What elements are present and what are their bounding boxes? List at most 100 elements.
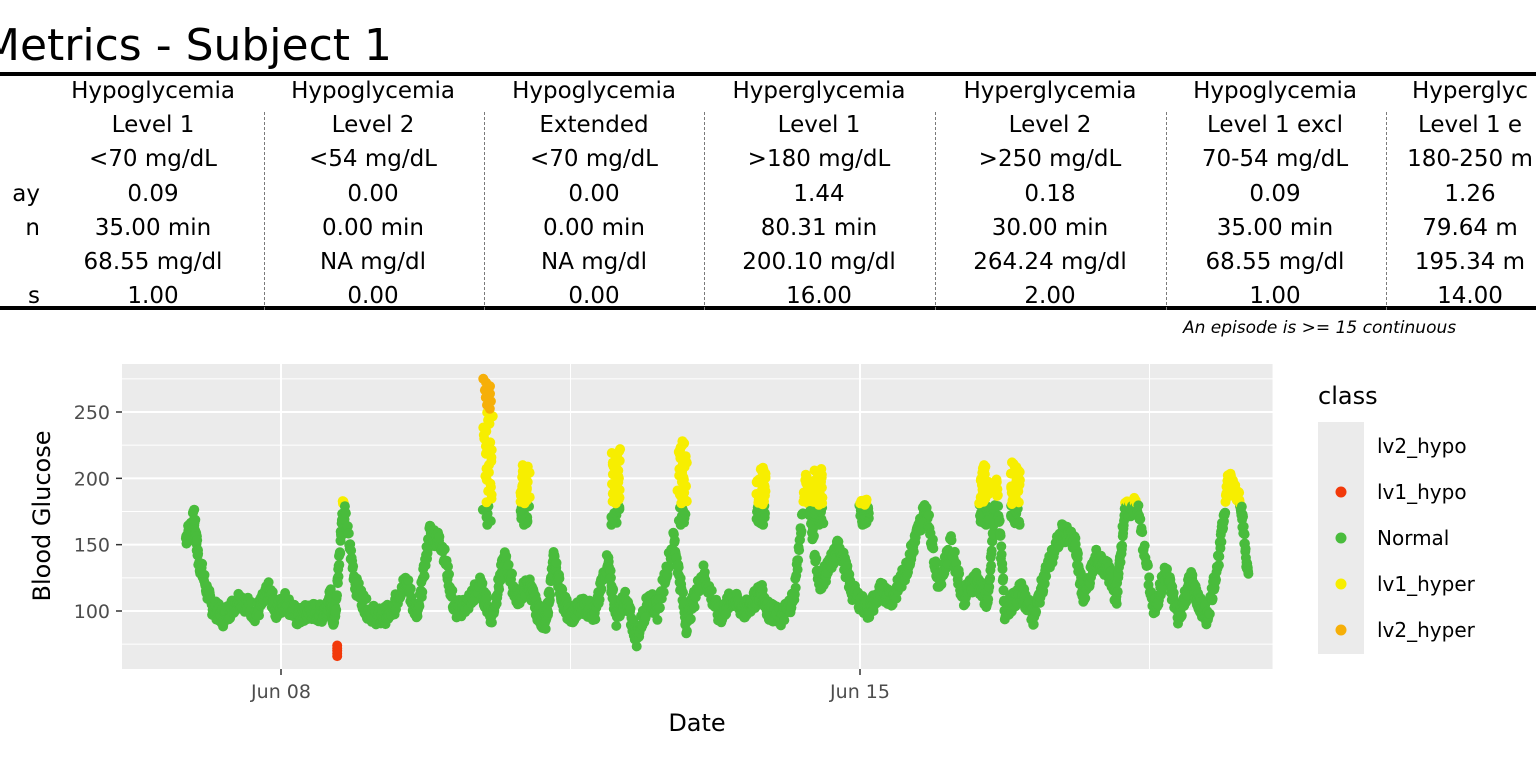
glucose-point	[403, 575, 414, 586]
column-divider	[484, 112, 485, 310]
glucose-point	[486, 617, 497, 628]
glucose-point	[343, 528, 354, 539]
glucose-point	[1144, 572, 1155, 583]
glucose-point	[1168, 587, 1179, 598]
glucose-point	[987, 536, 998, 547]
row-labels: ay n s	[0, 74, 40, 313]
glucose-point	[995, 530, 1006, 541]
table-cell: 16.00	[786, 283, 852, 310]
glucose-point	[1187, 570, 1198, 580]
glucose-point	[189, 504, 200, 515]
glucose-point	[796, 526, 807, 537]
table-bottom-rule	[0, 306, 1536, 310]
glucose-point	[654, 602, 665, 613]
glucose-point	[1216, 536, 1227, 547]
glucose-point	[1214, 551, 1225, 562]
table-cell: <54 mg/dL	[308, 146, 438, 173]
glucose-point	[994, 515, 1005, 526]
glucose-point	[1236, 501, 1247, 512]
glucose-point	[790, 582, 801, 593]
table-cell: 1.26	[1444, 180, 1496, 207]
glucose-point	[681, 626, 692, 636]
glucose-point	[984, 581, 995, 592]
glucose-point	[625, 603, 636, 614]
glucose-point	[346, 545, 357, 556]
glucose-point	[993, 501, 1004, 512]
glucose-point	[758, 462, 768, 473]
glucose-point	[946, 535, 957, 546]
table-cell: <70 mg/dL	[529, 146, 659, 173]
table-cell: 264.24 mg/dl	[973, 249, 1127, 276]
column-divider	[1386, 112, 1387, 310]
glucose-point	[507, 568, 517, 579]
table-cell: 30.00 min	[991, 214, 1109, 241]
y-tick-label: 100	[74, 601, 110, 623]
table-cell: 68.55 mg/dl	[1205, 249, 1345, 276]
glucose-point	[673, 562, 684, 573]
table-cell: 0.00 min	[543, 214, 645, 241]
glucose-point	[992, 490, 1003, 501]
glucose-point	[444, 569, 454, 580]
glucose-point	[361, 593, 372, 604]
glucose-point	[333, 571, 344, 582]
glucose-point	[927, 534, 938, 545]
glucose-point	[414, 601, 425, 612]
glucose-point	[543, 607, 554, 618]
table-cell: 80.31 min	[760, 214, 878, 241]
glucose-point	[605, 572, 616, 583]
glucose-point	[190, 514, 201, 525]
glucose-point	[997, 564, 1008, 574]
glucose-point	[334, 559, 345, 570]
table-cell: 14.00	[1437, 283, 1503, 310]
table-cell: 79.64 m	[1422, 214, 1518, 241]
table-cell: 35.00 min	[1216, 214, 1334, 241]
glucose-point	[554, 573, 565, 584]
table-top-rule	[0, 72, 1536, 76]
glucose-point	[930, 556, 941, 567]
table-cell: <70 mg/dL	[88, 146, 218, 173]
glucose-point	[1204, 608, 1215, 619]
table-cell: 2.00	[1024, 283, 1076, 310]
glucose-point	[861, 494, 872, 505]
row-label: ay	[12, 180, 40, 207]
table-cell: Level 1 excl	[1207, 112, 1343, 139]
table-cell: 0.00 min	[322, 214, 424, 241]
glucose-point	[631, 641, 642, 652]
table-cell: 0.09	[1249, 180, 1301, 207]
row-label: n	[25, 214, 40, 241]
glucose-point	[924, 510, 934, 520]
table-cell: Hypoglycemia	[291, 78, 455, 104]
glucose-point	[596, 584, 607, 594]
glucose-point	[685, 613, 696, 624]
table-cell: Hypoglycemia	[71, 78, 235, 104]
table-cell: Level 2	[331, 112, 415, 139]
glucose-point	[443, 561, 453, 572]
glucose-point	[501, 551, 512, 562]
glucose-point	[1039, 578, 1050, 589]
glucose-point	[954, 568, 965, 579]
glucose-point	[986, 560, 997, 571]
glucose-point	[434, 531, 445, 542]
glucose-point	[928, 543, 939, 554]
column-divider	[1166, 112, 1167, 310]
glucose-point	[1139, 540, 1150, 551]
glucose-point	[199, 569, 210, 580]
glucose-point	[335, 548, 346, 559]
glucose-point	[551, 557, 562, 568]
glucose-point	[1211, 574, 1221, 585]
legend-label: lv1_hypo	[1377, 480, 1467, 504]
glucose-point	[1041, 571, 1052, 582]
table-column: Hypoglycemia Level 2 <54 mg/dL 0.00 0.00 min…	[263, 74, 483, 313]
glucose-point	[1112, 586, 1123, 597]
table-column: Hypoglycemia Level 1 excl 70-54 mg/dL 0.09 3…	[1165, 74, 1385, 313]
table-cell: 200.10 mg/dl	[742, 249, 896, 276]
glucose-point	[652, 614, 663, 625]
glucose-point	[439, 544, 450, 555]
glucose-point	[1176, 610, 1187, 621]
glucose-point	[615, 444, 626, 455]
y-tick-label: 200	[74, 468, 110, 490]
table-column: Hypoglycemia Extended <70 mg/dL 0.00 0.00 mi…	[484, 74, 704, 313]
data-points	[180, 373, 1254, 662]
x-tick-label: Jun 08	[250, 681, 311, 703]
